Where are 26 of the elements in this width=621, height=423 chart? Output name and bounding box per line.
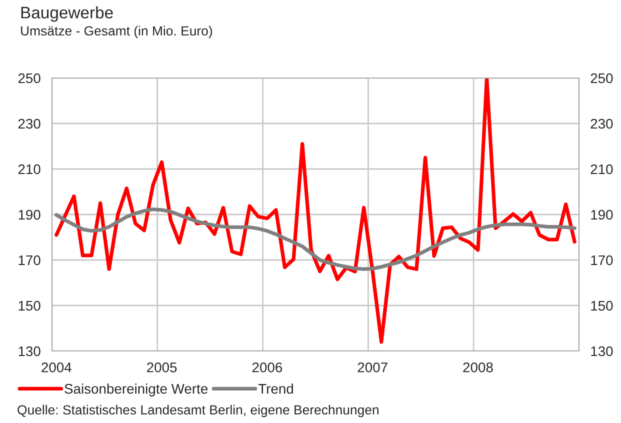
y-tick-label: 190 bbox=[18, 210, 40, 220]
y2-tick-label: 190 bbox=[591, 210, 613, 220]
chart-title: Baugewerbe bbox=[21, 6, 113, 22]
y-tick-label: 230 bbox=[18, 118, 40, 129]
y-tick-label: 150 bbox=[18, 300, 40, 311]
y2-tick-label: 150 bbox=[591, 300, 613, 311]
line-series bbox=[54, 207, 576, 271]
x-tick-label: 2008 bbox=[463, 362, 493, 372]
x-tick-label: 2006 bbox=[252, 362, 282, 372]
x-tick-label: 2004 bbox=[42, 362, 72, 372]
y2-tick-label: 210 bbox=[590, 164, 613, 174]
x-tick-label: 2005 bbox=[147, 362, 177, 372]
source-note: Quelle: Statistisches Landesamt Berlin, eigene Berechnungen bbox=[18, 404, 378, 418]
y-tick-label: 210 bbox=[18, 164, 40, 174]
y2-tick-label: 230 bbox=[590, 118, 613, 129]
y-tick-label: 130 bbox=[18, 346, 40, 356]
y-tick-label: 170 bbox=[18, 255, 40, 266]
y2-tick-label: 170 bbox=[591, 255, 613, 266]
legend-label: Saisonbereinigte Werte bbox=[64, 384, 208, 396]
line-series bbox=[54, 78, 576, 344]
y-tick-label: 250 bbox=[18, 73, 40, 84]
y2-tick-label: 250 bbox=[590, 73, 613, 84]
y2-tick-label: 130 bbox=[591, 346, 613, 356]
chart-subtitle: Umsätze - Gesamt (in Mio. Euro) bbox=[21, 26, 212, 38]
x-tick-label: 2007 bbox=[358, 362, 388, 372]
legend-label: Trend bbox=[258, 384, 293, 394]
